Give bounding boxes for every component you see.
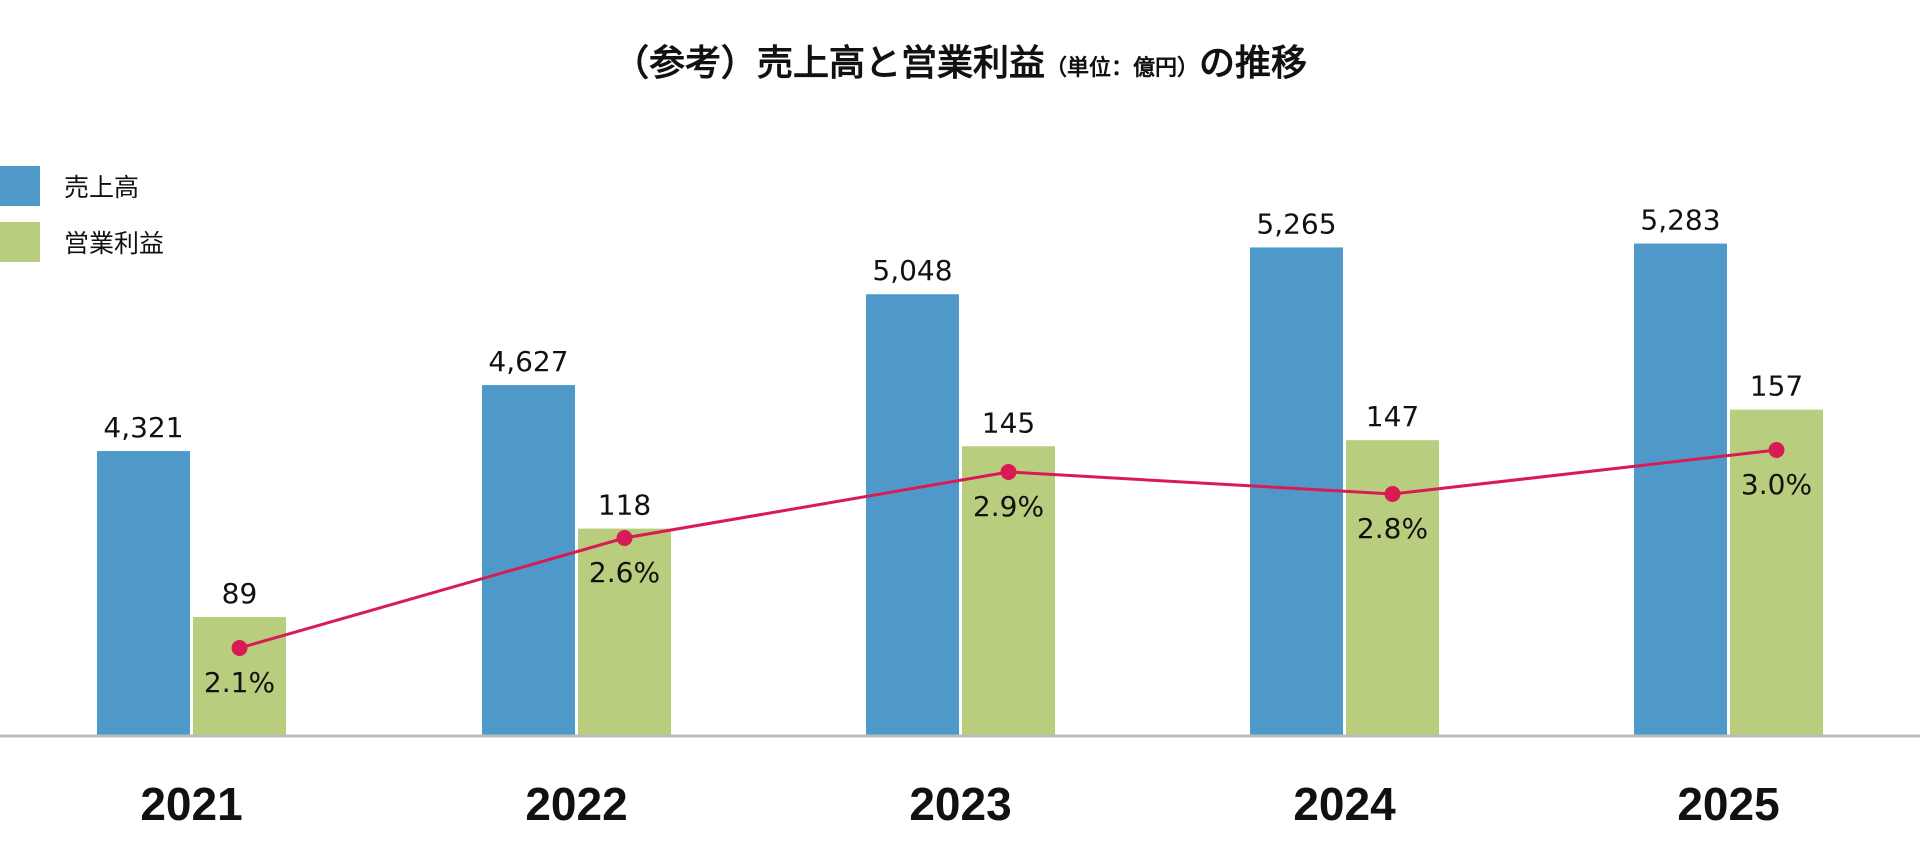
label-sales-2021: 4,321 xyxy=(103,411,183,444)
bar-operating-profit-2023 xyxy=(962,446,1055,736)
x-tick-2023: 2023 xyxy=(909,778,1011,830)
chart-title-unit: （単位：億円） xyxy=(1045,55,1199,81)
bar-operating-profit-2021 xyxy=(193,617,286,736)
bar-sales-2021 xyxy=(97,451,190,736)
legend-swatch-operating-profit xyxy=(0,222,40,262)
x-axis-labels: 2021 2022 2023 2024 2025 xyxy=(140,778,1779,830)
chart-title-suffix: の推移 xyxy=(1199,43,1307,84)
legend-swatch-sales xyxy=(0,166,40,206)
label-operating-profit-2021: 89 xyxy=(222,577,258,610)
bar-sales-2025 xyxy=(1634,243,1727,737)
bar-operating-profit-2025 xyxy=(1730,409,1823,736)
label-operating-profit-2024: 147 xyxy=(1366,400,1419,433)
x-tick-2025: 2025 xyxy=(1677,778,1779,830)
label-operating-profit-2022: 118 xyxy=(598,489,651,522)
label-margin-2024: 2.8% xyxy=(1357,512,1428,545)
chart-title: （参考）売上高と営業利益（単位：億円）の推移 xyxy=(613,43,1307,84)
x-tick-2022: 2022 xyxy=(525,778,627,830)
bar-sales-2023 xyxy=(866,294,959,736)
margin-point-2021 xyxy=(231,640,248,656)
bar-sales-2022 xyxy=(482,385,575,736)
chart-title-main: （参考）売上高と営業利益 xyxy=(613,43,1045,84)
bar-operating-profit-2024 xyxy=(1346,440,1439,736)
legend-label-operating-profit: 営業利益 xyxy=(64,229,164,258)
margin-point-2023 xyxy=(1000,464,1017,480)
x-tick-2021: 2021 xyxy=(140,778,242,830)
margin-line xyxy=(231,442,1785,656)
data-labels: 4,321 89 2.1% 4,627 118 2.6% 5,048 145 2.9% 5,265… xyxy=(103,204,1812,699)
margin-point-2024 xyxy=(1384,486,1401,502)
legend: 売上高 営業利益 xyxy=(0,166,164,262)
x-tick-2024: 2024 xyxy=(1293,778,1396,830)
label-sales-2025: 5,283 xyxy=(1640,204,1720,237)
label-margin-2025: 3.0% xyxy=(1741,468,1812,501)
label-sales-2022: 4,627 xyxy=(488,345,568,378)
label-margin-2022: 2.6% xyxy=(589,556,660,589)
label-operating-profit-2023: 145 xyxy=(982,406,1035,439)
legend-label-sales: 売上高 xyxy=(64,173,139,202)
bar-operating-profit-2022 xyxy=(578,528,671,736)
label-sales-2024: 5,265 xyxy=(1256,207,1336,240)
bars xyxy=(97,243,1823,737)
margin-point-2025 xyxy=(1768,442,1785,458)
label-margin-2023: 2.9% xyxy=(973,490,1044,523)
label-sales-2023: 5,048 xyxy=(872,254,952,287)
margin-point-2022 xyxy=(616,530,633,546)
label-margin-2021: 2.1% xyxy=(204,666,275,699)
label-operating-profit-2025: 157 xyxy=(1750,370,1803,403)
